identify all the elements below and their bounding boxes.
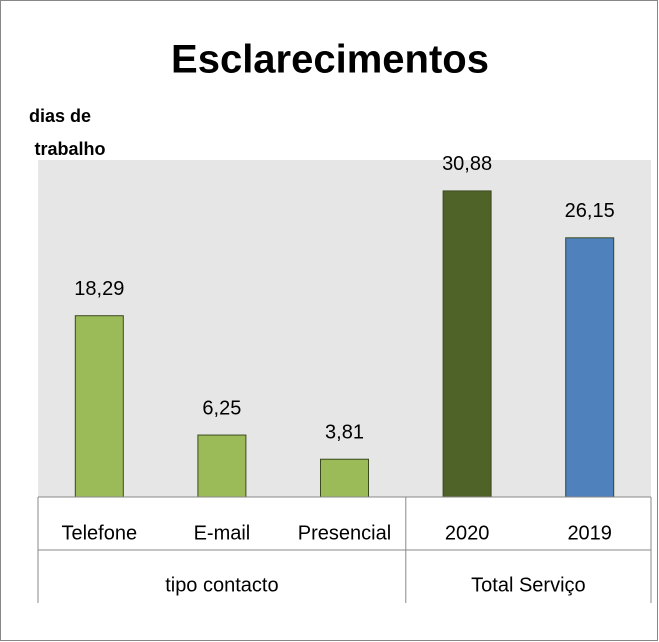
bar <box>442 190 492 498</box>
bar <box>197 434 247 498</box>
y-axis-label: dias de <box>29 106 91 126</box>
bar <box>565 237 615 498</box>
y-axis-label: trabalho <box>34 139 105 159</box>
data-label: 26,15 <box>565 200 615 222</box>
x-tick-label: 2019 <box>567 522 612 544</box>
data-label: 6,25 <box>202 397 241 419</box>
group-label: Total Serviço <box>471 574 586 596</box>
x-tick-label: E-mail <box>194 522 251 544</box>
bar <box>74 315 124 498</box>
chart-title: Esclarecimentos <box>171 38 489 82</box>
data-label: 30,88 <box>442 153 492 175</box>
bar <box>320 458 369 498</box>
plot-area <box>38 160 651 497</box>
group-label: tipo contacto <box>165 574 278 596</box>
x-tick-label: Presencial <box>298 522 391 544</box>
x-tick-label: Telefone <box>61 522 137 544</box>
data-label: 18,29 <box>74 278 124 300</box>
x-tick-label: 2020 <box>445 522 490 544</box>
data-label: 3,81 <box>325 422 364 444</box>
